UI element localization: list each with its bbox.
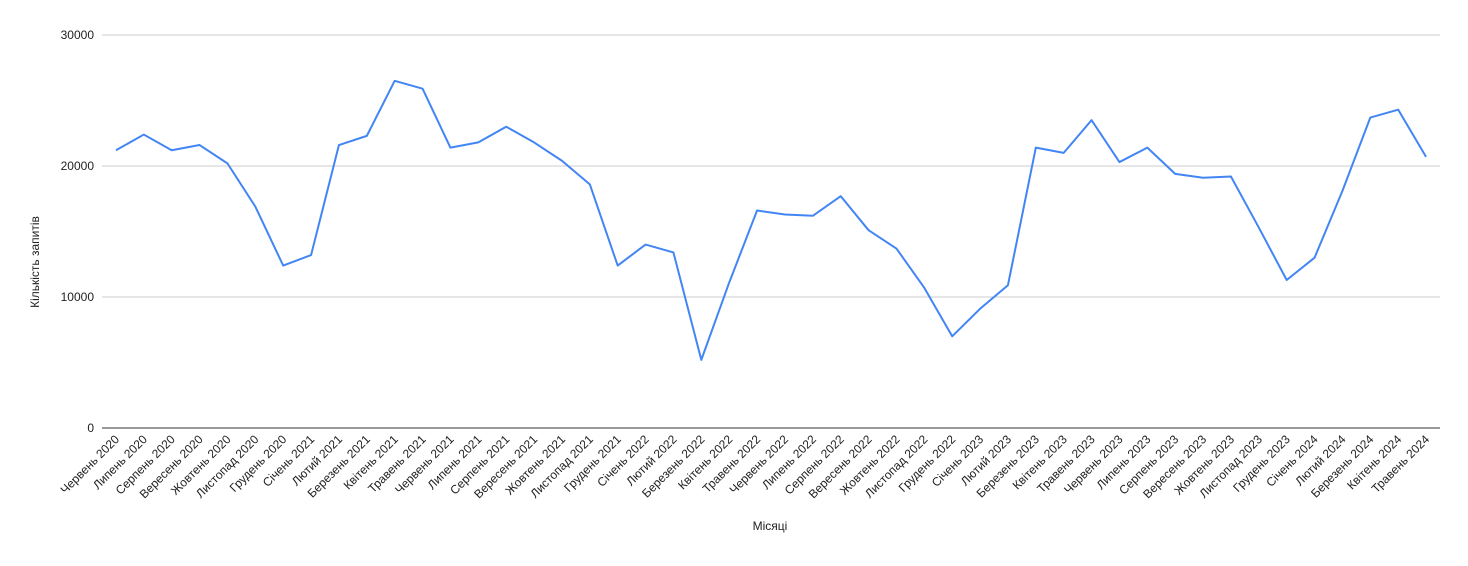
- y-axis-label: Кількість запитів: [28, 216, 42, 308]
- y-tick-label: 0: [87, 421, 94, 435]
- data-line: [115, 79, 1427, 361]
- y-tick-label: 10000: [61, 290, 95, 304]
- y-tick-label: 20000: [61, 159, 95, 173]
- y-tick-label: 30000: [61, 28, 95, 42]
- x-axis-label: Місяці: [753, 519, 788, 533]
